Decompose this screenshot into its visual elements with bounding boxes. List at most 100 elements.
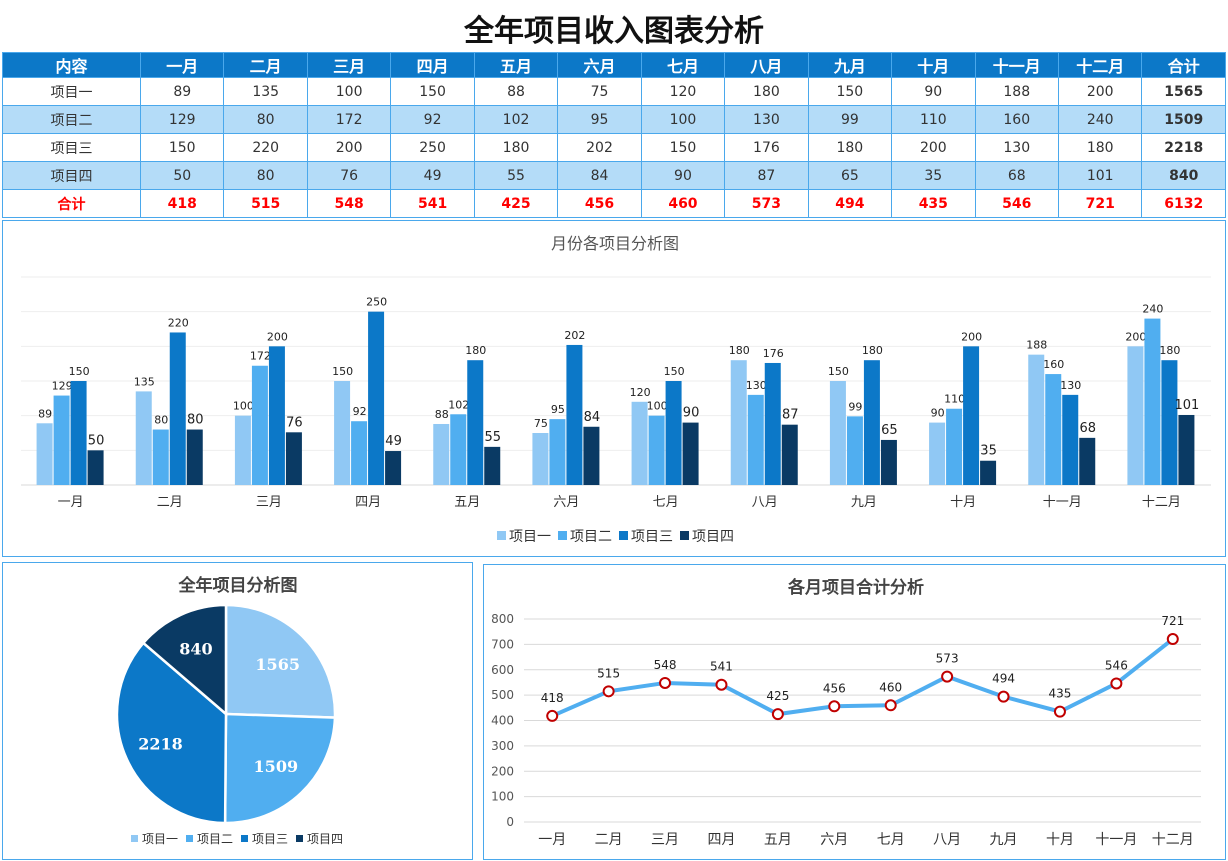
category-label: 十一月 xyxy=(1095,832,1137,848)
table-cell: 90 xyxy=(891,77,976,106)
table-row: 项目一 89 135 100 150 88 75 120 180 150 90 188 200 1565 xyxy=(2,77,1226,106)
category-label: 六月 xyxy=(820,832,848,848)
table-cell: 65 xyxy=(807,161,893,190)
bar-项目三 xyxy=(665,381,682,485)
pie-slice-项目三 xyxy=(115,641,228,825)
data-label: 460 xyxy=(879,680,902,694)
bar-项目三 xyxy=(169,332,186,485)
bar-项目二 xyxy=(1045,374,1062,485)
bar-项目三 xyxy=(963,346,980,485)
table-cell: 89 xyxy=(139,77,225,106)
data-label: 120 xyxy=(630,386,651,399)
data-label: 90 xyxy=(931,407,945,420)
table-header-row: 内容 一月 二月 三月 四月 五月 六月 七月 八月 九月 十月 十一月 十二月 合计 xyxy=(2,52,1226,78)
bar-项目四 xyxy=(285,432,302,485)
table-cell: 202 xyxy=(557,133,642,162)
table-cell: 150 xyxy=(139,133,225,162)
table-row: 项目二 129 80 172 92 102 95 100 130 99 110 160 240 1509 xyxy=(2,105,1226,134)
data-point xyxy=(546,709,559,722)
bar-项目四 xyxy=(87,450,104,485)
bar-项目四 xyxy=(682,422,699,485)
table-cell: 49 xyxy=(390,161,475,190)
category-label: 四月 xyxy=(707,832,735,848)
bar-项目一 xyxy=(234,415,251,485)
column-header: 十二月 xyxy=(1057,52,1143,78)
bar-项目四 xyxy=(781,424,798,485)
pie-chart: 全年项目分析图 1565 1509 2218 840 项目一 项目二 项目三 项目四 xyxy=(115,575,343,846)
data-point xyxy=(828,700,841,713)
category-label: 十月 xyxy=(1046,832,1074,848)
data-label: 200 xyxy=(961,330,982,343)
table-cell: 180 xyxy=(1057,133,1143,162)
table-cell: 200 xyxy=(891,133,976,162)
bar-项目一 xyxy=(135,391,152,485)
chart-title: 全年项目分析图 xyxy=(178,575,298,596)
table-cell: 435 xyxy=(891,189,976,218)
category-label: 十一月 xyxy=(1043,495,1082,510)
table-cell: 99 xyxy=(807,105,893,134)
legend-swatch xyxy=(186,835,193,842)
data-label: 176 xyxy=(763,347,784,360)
data-label: 150 xyxy=(664,365,685,378)
table-cell: 418 xyxy=(139,189,225,218)
bar-项目二 xyxy=(251,365,268,485)
table-cell: 101 xyxy=(1057,161,1143,190)
table-cell: 1509 xyxy=(1141,105,1226,134)
column-header: 十月 xyxy=(891,52,976,78)
bar-项目一 xyxy=(334,381,351,485)
category-label: 四月 xyxy=(355,495,381,510)
data-label: 55 xyxy=(484,430,501,445)
category-label: 五月 xyxy=(764,832,792,848)
legend-swatch xyxy=(296,835,303,842)
table-cell: 180 xyxy=(473,133,559,162)
bar-项目三 xyxy=(70,381,87,485)
total-row: 合计 418 515 548 541 425 456 460 573 494 435 546 721 61… xyxy=(2,189,1226,218)
data-label: 160 xyxy=(1043,358,1064,371)
data-point xyxy=(771,708,784,721)
table-cell: 102 xyxy=(473,105,559,134)
data-label: 102 xyxy=(448,398,469,411)
data-label: 150 xyxy=(332,365,353,378)
data-label: 90 xyxy=(683,406,700,421)
legend-swatch xyxy=(558,531,567,540)
bar-项目四 xyxy=(385,451,402,485)
bar-chart: 月份各项目分析图 89 129 150 50 一月 135 80 220 80 二月 100 172 20… xyxy=(21,234,1211,545)
revenue-table: 内容 一月 二月 三月 四月 五月 六月 七月 八月 九月 十月 十一月 十二月 合计 项目一 89 135 1… xyxy=(2,52,1226,218)
data-label: 220 xyxy=(168,316,189,329)
legend-label: 项目四 xyxy=(307,832,343,846)
bar-项目三 xyxy=(863,360,880,485)
bar-项目三 xyxy=(467,360,484,485)
data-label: 172 xyxy=(250,350,271,363)
table-cell: 541 xyxy=(390,189,475,218)
data-label: 95 xyxy=(551,403,565,416)
data-label: 76 xyxy=(286,415,303,430)
data-label: 494 xyxy=(992,672,1015,686)
table-cell: 425 xyxy=(473,189,559,218)
data-point xyxy=(941,670,954,683)
y-tick-label: 600 xyxy=(491,663,514,677)
legend-swatch xyxy=(241,835,248,842)
bar-项目一 xyxy=(730,360,747,485)
column-header: 十一月 xyxy=(974,52,1059,78)
data-label: 573 xyxy=(936,652,959,666)
category-label: 二月 xyxy=(157,495,183,510)
data-point xyxy=(715,678,728,691)
chart-title: 各月项目合计分析 xyxy=(787,577,924,598)
data-label: 100 xyxy=(647,400,668,413)
y-tick-label: 100 xyxy=(491,790,514,804)
table-cell: 129 xyxy=(139,105,225,134)
pie-slice-项目二 xyxy=(223,712,337,825)
bar-项目四 xyxy=(880,439,897,485)
category-label: 九月 xyxy=(990,832,1018,848)
column-header: 五月 xyxy=(473,52,559,78)
table-cell: 项目四 xyxy=(2,161,141,190)
y-tick-label: 200 xyxy=(491,764,514,778)
line-chart-panel: 各月项目合计分析 0 100 200 300 400 500 600 700 800 418 一月 51… xyxy=(483,564,1226,860)
category-label: 一月 xyxy=(538,832,566,848)
legend-swatch xyxy=(131,835,138,842)
column-header: 四月 xyxy=(390,52,475,78)
bar-项目四 xyxy=(1079,437,1096,485)
table-cell: 494 xyxy=(807,189,893,218)
data-label: 130 xyxy=(1060,379,1081,392)
category-label: 八月 xyxy=(933,832,961,848)
